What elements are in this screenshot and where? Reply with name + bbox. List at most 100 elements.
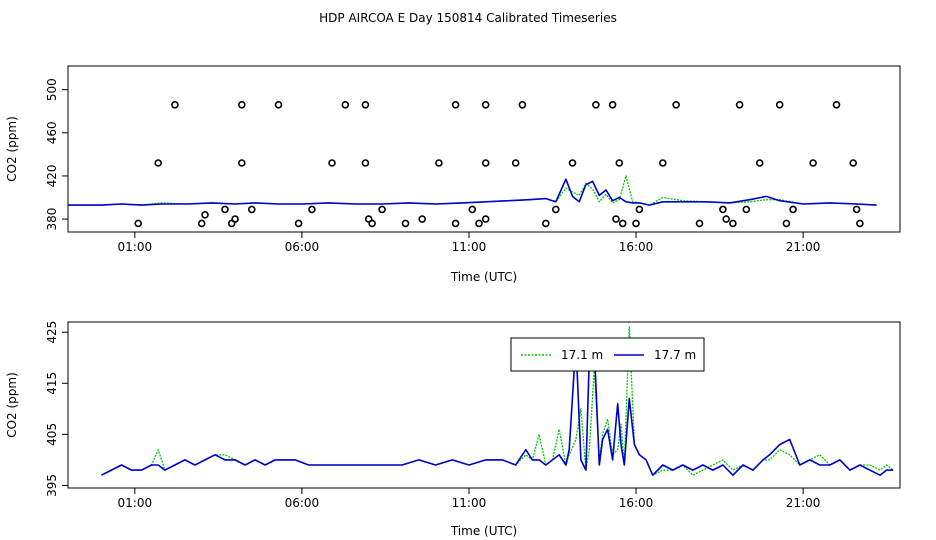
panel-top-lines (68, 175, 877, 206)
data-point-marker (618, 219, 627, 228)
data-point-marker (615, 159, 624, 167)
data-point-marker (361, 101, 370, 109)
data-point-marker (722, 215, 731, 223)
legend-label-17-1: 17.1 m (561, 348, 603, 362)
x-tick-label: 06:00 (285, 240, 320, 254)
x-tick-label: 16:00 (619, 496, 654, 510)
data-point-marker (695, 219, 704, 228)
series-line-17-7 (101, 341, 894, 477)
data-point-marker (308, 205, 316, 214)
y-tick-label: 380 (45, 208, 59, 231)
legend: 17.1 m 17.7 m (510, 337, 705, 372)
x-tick-label: 21:00 (786, 496, 821, 510)
series-line-17-1 (101, 326, 894, 476)
panel-bottom-ylabel: CO2 (ppm) (5, 372, 19, 438)
x-tick-label: 01:00 (118, 240, 153, 254)
data-point-marker (238, 159, 246, 167)
data-point-marker (852, 205, 861, 214)
x-tick-label: 11:00 (452, 240, 487, 254)
panel-bottom-lines (101, 326, 894, 477)
panel-top-yticks: 380 420 460 500 (45, 78, 68, 231)
data-point-marker (755, 159, 764, 167)
series-line-17-1 (68, 175, 877, 206)
panel-bottom: 01:00 06:00 11:00 16:00 21:00 395 405 415 425 T… (5, 321, 901, 538)
y-tick-label: 425 (45, 321, 59, 344)
data-point-marker (511, 159, 520, 167)
data-point-marker (789, 205, 797, 214)
data-point-marker (849, 159, 858, 167)
panel-top-frame (67, 65, 901, 233)
data-point-marker (775, 101, 784, 109)
chart-title: HDP AIRCOA E Day 150814 Calibrated Times… (319, 11, 617, 25)
data-point-marker (568, 159, 577, 167)
data-point-marker (221, 205, 229, 214)
data-point-marker (328, 159, 336, 167)
x-tick-label: 01:00 (118, 496, 153, 510)
data-point-marker (856, 219, 864, 228)
data-point-marker (248, 205, 256, 214)
data-point-marker (551, 205, 560, 214)
data-point-marker (468, 205, 477, 214)
x-tick-label: 21:00 (786, 240, 821, 254)
data-point-marker (719, 205, 727, 214)
y-tick-label: 500 (45, 78, 59, 101)
data-point-marker (672, 101, 680, 109)
data-point-marker (541, 219, 550, 228)
data-point-marker (729, 219, 737, 228)
panel-top-ylabel: CO2 (ppm) (5, 116, 19, 182)
data-point-marker (742, 205, 751, 214)
x-tick-label: 16:00 (619, 240, 654, 254)
y-tick-label: 405 (45, 423, 59, 446)
data-point-marker (481, 101, 490, 109)
data-point-marker (274, 101, 283, 109)
x-tick-label: 06:00 (285, 496, 320, 510)
data-point-marker (197, 219, 206, 228)
data-point-marker (171, 101, 179, 109)
y-tick-label: 460 (45, 121, 59, 144)
data-point-marker (361, 159, 370, 167)
data-point-marker (832, 101, 841, 109)
data-point-marker (435, 159, 443, 167)
panel-bottom-xticks: 01:00 06:00 11:00 16:00 21:00 (118, 488, 821, 510)
legend-label-17-7: 17.7 m (654, 348, 696, 362)
y-tick-label: 415 (45, 372, 59, 395)
panel-bottom-frame (67, 321, 901, 489)
data-point-marker (658, 159, 667, 167)
panel-top-xticks: 01:00 06:00 11:00 16:00 21:00 (118, 232, 821, 254)
data-point-marker (134, 219, 142, 228)
data-point-marker (635, 205, 644, 214)
panel-bottom-yticks: 395 405 415 425 (45, 321, 68, 497)
data-point-marker (518, 101, 527, 109)
data-point-marker (154, 159, 162, 167)
data-point-marker (451, 219, 460, 228)
panel-bottom-xlabel: Time (UTC) (450, 524, 517, 538)
data-point-marker (475, 219, 483, 228)
panel-top-markers (134, 101, 864, 228)
data-point-marker (368, 219, 376, 228)
data-point-marker (418, 215, 427, 223)
data-point-marker (608, 101, 617, 109)
data-point-marker (632, 219, 640, 228)
data-point-marker (341, 101, 350, 109)
data-point-marker (481, 159, 490, 167)
y-tick-label: 420 (45, 164, 59, 187)
data-point-marker (231, 215, 239, 223)
data-point-marker (378, 205, 386, 214)
data-point-marker (481, 215, 490, 223)
data-point-marker (782, 219, 791, 228)
panel-top: 01:00 06:00 11:00 16:00 21:00 380 420 460 500 T… (5, 65, 901, 284)
data-point-marker (612, 215, 620, 223)
data-point-marker (201, 211, 209, 219)
data-point-marker (294, 219, 303, 228)
data-point-marker (735, 101, 744, 109)
x-tick-label: 11:00 (452, 496, 487, 510)
panel-top-xlabel: Time (UTC) (450, 270, 517, 284)
data-point-marker (238, 101, 246, 109)
data-point-marker (451, 101, 460, 109)
series-line-17-7 (68, 178, 877, 206)
data-point-marker (592, 101, 600, 109)
y-tick-label: 395 (45, 474, 59, 497)
data-point-marker (809, 159, 817, 167)
data-point-marker (401, 219, 410, 228)
